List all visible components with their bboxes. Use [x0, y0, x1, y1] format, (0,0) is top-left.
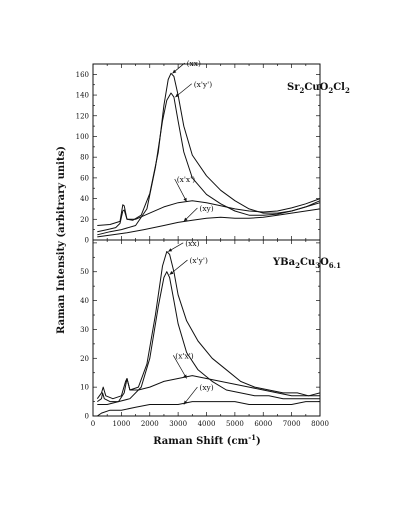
annotation-arrow [174, 178, 187, 202]
arrowhead [183, 197, 187, 202]
compound-label: YBa2Cu3O6.1 [272, 257, 341, 270]
curve-label: (x'x') [177, 175, 196, 184]
y-axis-title: Raman Intensity (arbitrary units) [56, 146, 67, 334]
curve-label: (x'y') [194, 80, 213, 89]
series-line [97, 208, 321, 238]
y-tick-label: 80 [80, 154, 89, 162]
y-tick-label: 100 [76, 133, 89, 141]
curve-label: (xx) [185, 239, 199, 248]
compound-label: Sr2CuO2Cl2 [287, 82, 350, 95]
arrowhead [175, 93, 180, 98]
annotation-arrow [169, 259, 188, 275]
y-tick-label: 140 [76, 92, 89, 100]
annotation-arrow [172, 355, 187, 379]
series-line [96, 375, 320, 400]
top-panel: 0 20 40 60 80 100 120 140 160 (xx) (x'y') (x'x') (xy… [76, 59, 350, 244]
annotation-arrow [183, 386, 198, 405]
curve-label: (xx) [187, 59, 201, 68]
x-axis-title: Raman Shift (cm-1) [153, 433, 260, 447]
bottom-panel: 0 1000 2000 3000 4000 5000 6000 7000 8000 0 10 20 30… [80, 239, 341, 428]
arrowhead [183, 217, 188, 222]
series-line [97, 251, 321, 403]
curve-label: (x'y') [189, 256, 208, 265]
x-tick-label: 8000 [311, 420, 329, 428]
y-tick-label: 160 [76, 71, 89, 79]
y-tick-label: 60 [80, 174, 89, 182]
series-line [97, 198, 321, 226]
x-tick-label: 3000 [169, 420, 187, 428]
y-tick-label: 0 [85, 413, 89, 421]
arrowhead [169, 270, 174, 275]
arrowhead [168, 248, 173, 252]
x-tick-label: 0 [91, 420, 95, 428]
curve-label: (x'x') [175, 351, 194, 360]
arrowhead [183, 400, 188, 405]
x-tick-label: 5000 [226, 420, 244, 428]
y-tick-label: 30 [80, 326, 89, 334]
y-tick-label: 10 [80, 384, 89, 392]
arrowhead [183, 374, 187, 379]
y-tick-label: 20 [80, 355, 89, 363]
y-tick-label: 40 [80, 297, 89, 305]
y-tick-label: 0 [85, 237, 89, 245]
curve-label: (xy) [199, 204, 213, 213]
y-tick-label: 50 [80, 268, 89, 276]
series-line [97, 401, 320, 417]
x-tick-label: 7000 [283, 420, 301, 428]
y-tick-label: 40 [80, 195, 89, 203]
x-tick-label: 6000 [254, 420, 272, 428]
y-tick-label: 120 [76, 112, 89, 120]
x-tick-label: 1000 [112, 420, 130, 428]
x-tick-label: 2000 [141, 420, 159, 428]
y-tick-label: 20 [80, 216, 89, 224]
curve-label: (xy) [199, 383, 213, 392]
x-tick-label: 4000 [198, 420, 216, 428]
arrowhead [172, 69, 177, 74]
series-line [97, 271, 320, 405]
